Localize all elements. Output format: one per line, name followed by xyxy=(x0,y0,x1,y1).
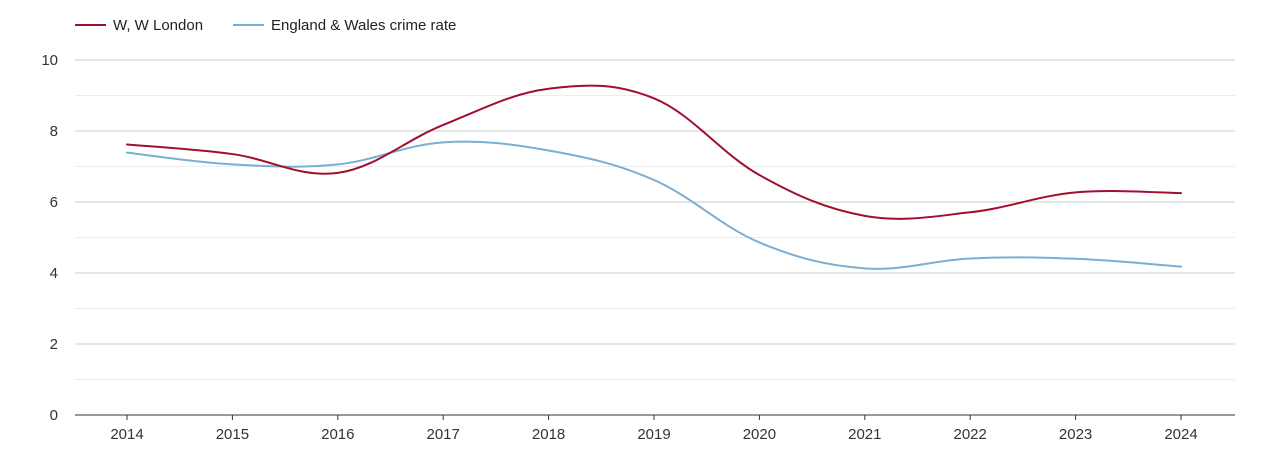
x-tick-label: 2014 xyxy=(110,426,143,443)
x-tick-label: 2015 xyxy=(216,426,249,443)
y-tick-label: 0 xyxy=(50,407,58,424)
series-line-w-london xyxy=(126,84,1182,220)
grid-lines xyxy=(75,59,1235,380)
x-tick-label: 2021 xyxy=(848,426,881,443)
y-tick-label: 8 xyxy=(50,123,58,140)
series-line-england-wales xyxy=(126,140,1182,270)
x-tick-label: 2018 xyxy=(532,426,565,443)
y-axis-ticks: 0 2 4 6 8 10 xyxy=(41,52,58,424)
x-tick-label: 2016 xyxy=(321,426,354,443)
x-tick-label: 2019 xyxy=(637,426,670,443)
y-tick-label: 2 xyxy=(50,336,58,353)
y-tick-label: 4 xyxy=(50,265,58,282)
x-tick-label: 2020 xyxy=(743,426,776,443)
x-tick-label: 2024 xyxy=(1164,426,1197,443)
x-tick-label: 2017 xyxy=(427,426,460,443)
x-axis-ticks: 2014 2015 2016 2017 2018 2019 2020 2021 2022 2023… xyxy=(110,415,1198,443)
legend: W, W London England & Wales crime rate xyxy=(75,17,456,34)
legend-label: W, W London xyxy=(113,17,203,34)
y-tick-label: 10 xyxy=(41,52,58,69)
legend-label: England & Wales crime rate xyxy=(271,17,456,34)
x-tick-label: 2022 xyxy=(954,426,987,443)
y-tick-label: 6 xyxy=(50,194,58,211)
x-tick-label: 2023 xyxy=(1059,426,1092,443)
series-lines xyxy=(126,84,1182,270)
